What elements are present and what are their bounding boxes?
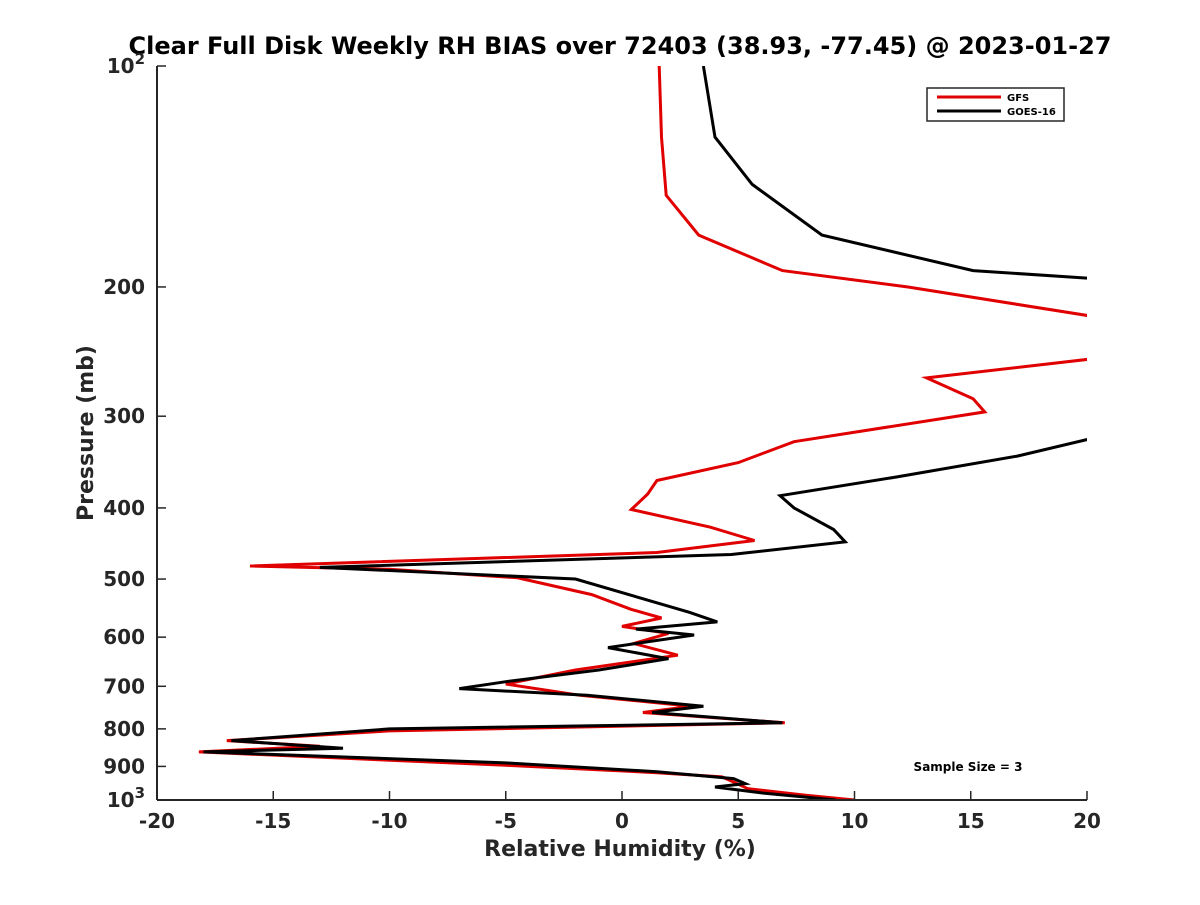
x-tick-label: 10 <box>841 809 869 833</box>
x-tick-label: -5 <box>495 809 517 833</box>
y-tick-label: 300 <box>103 404 145 428</box>
legend-label: GFS <box>1007 93 1029 104</box>
y-tick-label: 500 <box>103 567 145 591</box>
x-axis-label: Relative Humidity (%) <box>484 837 756 862</box>
y-tick-label: 600 <box>103 625 145 649</box>
legend-box <box>926 87 1065 122</box>
y-tick-label: 800 <box>103 717 145 741</box>
chart-title: Clear Full Disk Weekly RH BIAS over 7240… <box>129 32 1112 60</box>
x-tick-label: -15 <box>255 809 291 833</box>
y-axis-label: Pressure (mb) <box>74 345 99 521</box>
axes: -20 -15 -10 -5 0 5 10 15 20 102 200 300 400 500 600 700… <box>103 50 1101 833</box>
y-tick-label: 103 <box>107 784 145 812</box>
x-tick-label: -20 <box>139 809 175 833</box>
legend: GFS GOES-16 <box>926 87 1065 122</box>
y-tick-label: 200 <box>103 275 145 299</box>
x-tick-label: 0 <box>615 809 629 833</box>
y-tick-label: 102 <box>107 50 145 78</box>
series-line-goes-16 <box>203 66 1087 800</box>
y-tick-label: 700 <box>103 674 145 698</box>
x-tick-label: 5 <box>731 809 745 833</box>
sample-size-annotation: Sample Size = 3 <box>914 760 1023 774</box>
x-tick-label: 20 <box>1073 809 1101 833</box>
x-tick-label: -10 <box>371 809 407 833</box>
x-tick-label: 15 <box>957 809 985 833</box>
legend-label: GOES-16 <box>1007 107 1056 118</box>
plot-area <box>198 66 1087 800</box>
y-tick-label: 400 <box>103 496 145 520</box>
y-tick-label: 900 <box>103 754 145 778</box>
series-line-gfs <box>198 66 1087 800</box>
